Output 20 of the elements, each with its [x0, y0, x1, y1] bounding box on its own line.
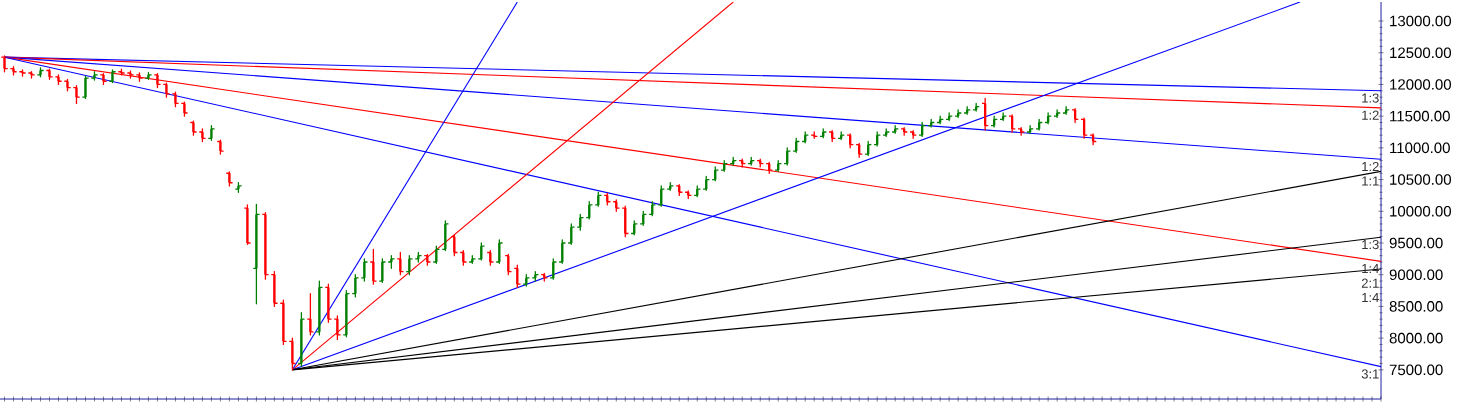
annotation: 1:4 — [1362, 293, 1379, 303]
y-tick-label: 9000.00 — [1389, 269, 1443, 280]
y-tick-label: 8000.00 — [1389, 332, 1443, 344]
y-tick-label: 8500.00 — [1389, 301, 1443, 312]
y-tick-label: 10500.00 — [1390, 174, 1451, 185]
y-tick-label: 12500.00 — [1390, 47, 1451, 59]
y-tick-label: 7500.00 — [1389, 364, 1443, 376]
y-tick-label: 11500.00 — [1390, 110, 1450, 122]
y-tick-label: 11000.00 — [1390, 142, 1450, 154]
y-tick-label: 9500.00 — [1389, 237, 1443, 249]
y-tick-label: 10000.00 — [1390, 205, 1451, 217]
series-label: 2:1 — [1361, 278, 1379, 288]
series-label: 1:1 — [1362, 176, 1379, 186]
y-tick-label: 13000.00 — [1390, 15, 1451, 27]
series-label: 3:1 — [1361, 369, 1379, 379]
series-label: 1:2 — [1362, 110, 1379, 120]
series-label: 1:3 — [1362, 239, 1379, 250]
series-label: 1:3 — [1362, 93, 1379, 103]
y-tick-label: 12000.00 — [1390, 79, 1451, 90]
series-label: 1:2 — [1362, 161, 1379, 172]
